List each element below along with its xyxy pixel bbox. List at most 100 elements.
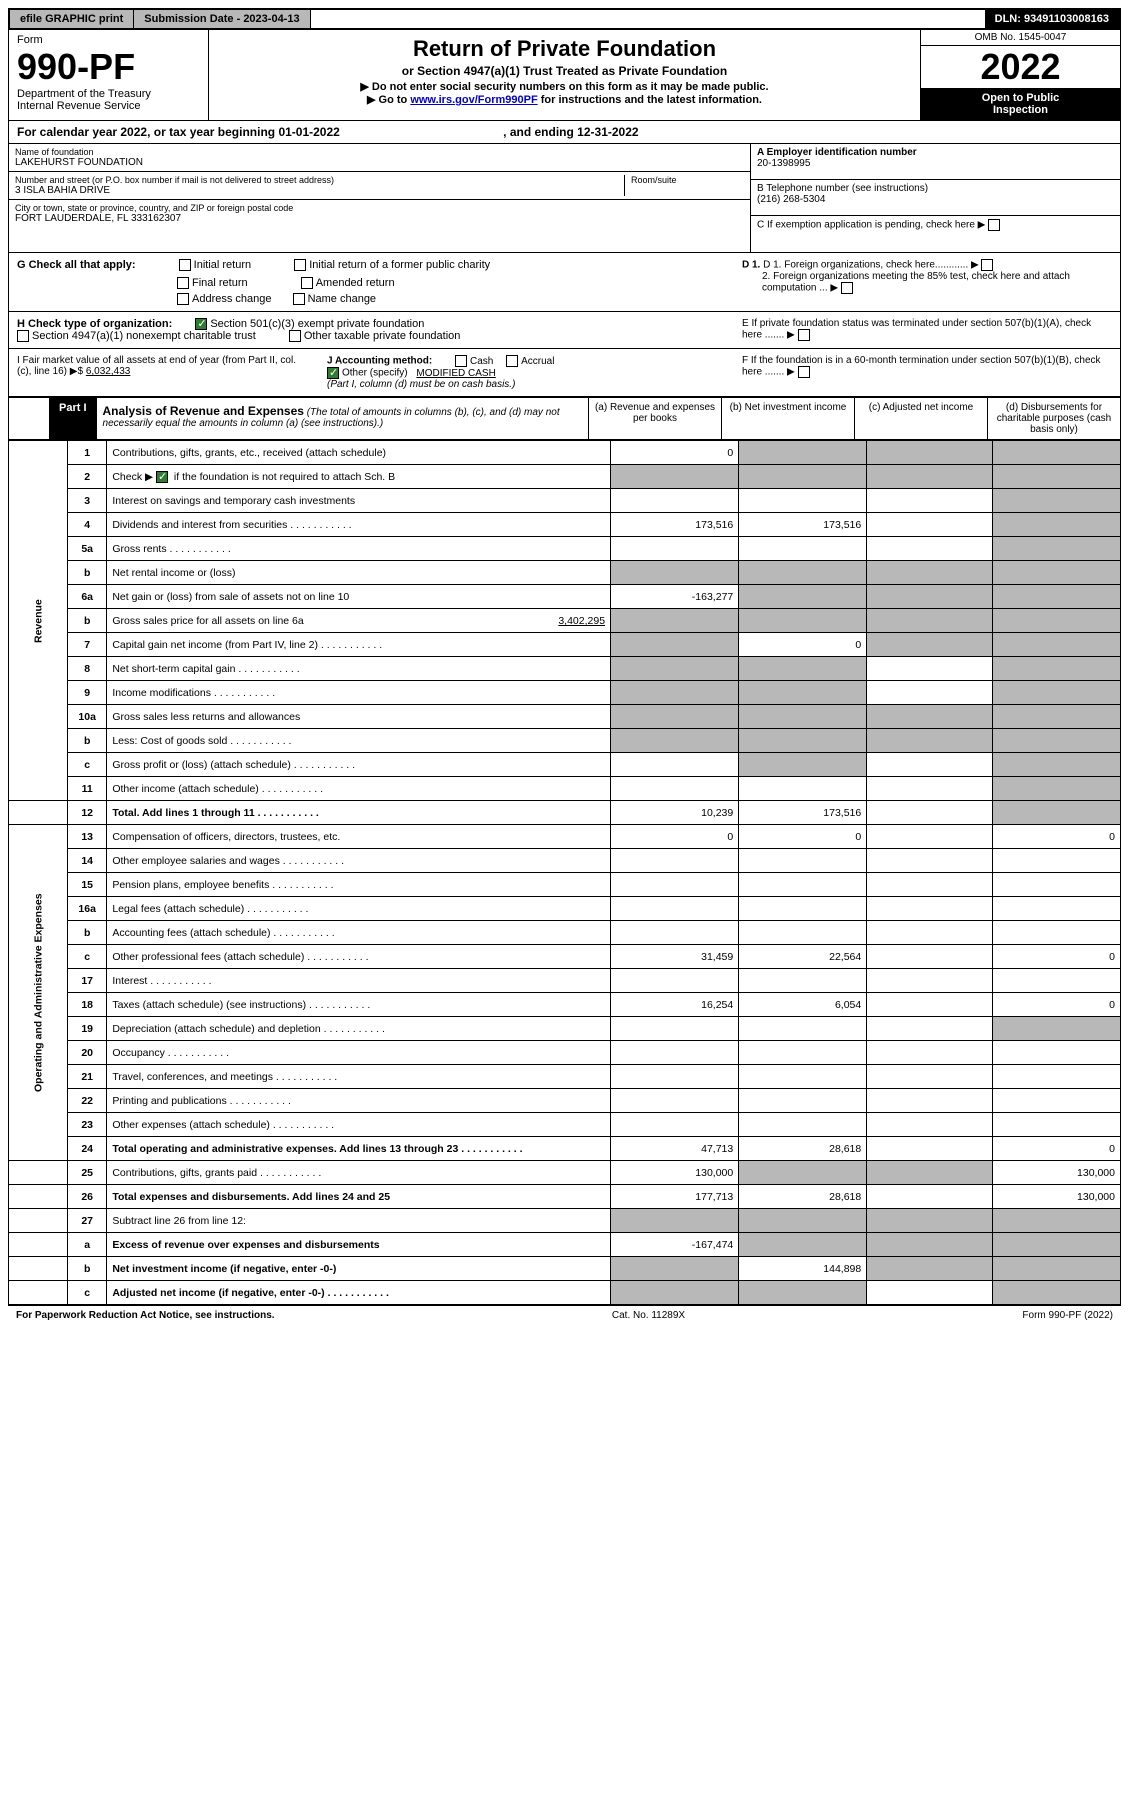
table-row: 12Total. Add lines 1 through 1110,239173… [9, 801, 1121, 825]
form-label: Form [17, 34, 200, 46]
footer-form: Form 990-PF (2022) [1022, 1310, 1113, 1321]
city-label: City or town, state or province, country… [15, 203, 744, 213]
section-h-i-j: H Check type of organization: Section 50… [8, 312, 1121, 349]
addr-label: Number and street (or P.O. box number if… [15, 175, 624, 185]
calendar-year-row: For calendar year 2022, or tax year begi… [8, 121, 1121, 144]
e-cb[interactable] [798, 329, 810, 341]
g-label: G Check all that apply: [17, 259, 136, 271]
section-i-j: I Fair market value of all assets at end… [8, 349, 1121, 397]
revenue-label: Revenue [9, 441, 68, 801]
table-row: 17Interest [9, 969, 1121, 993]
table-row: 27Subtract line 26 from line 12: [9, 1209, 1121, 1233]
page-footer: For Paperwork Reduction Act Notice, see … [8, 1305, 1121, 1325]
c-exemption-label: C If exemption application is pending, c… [757, 220, 975, 231]
dept-treasury: Department of the Treasury [17, 88, 200, 100]
h-other-cb[interactable] [289, 330, 301, 342]
h-501-cb[interactable] [195, 318, 207, 330]
table-row: 18Taxes (attach schedule) (see instructi… [9, 993, 1121, 1017]
open-public-2: Inspection [925, 104, 1116, 116]
h-label: H Check type of organization: [17, 318, 172, 330]
j-other-cb[interactable] [327, 367, 339, 379]
table-row: 25Contributions, gifts, grants paid130,0… [9, 1161, 1121, 1185]
table-row: bNet rental income or (loss) [9, 561, 1121, 585]
col-b: (b) Net investment income [721, 398, 854, 439]
table-row: 19Depreciation (attach schedule) and dep… [9, 1017, 1121, 1041]
g-initial-cb[interactable] [179, 259, 191, 271]
footer-cat: Cat. No. 11289X [612, 1310, 685, 1321]
table-row: 3Interest on savings and temporary cash … [9, 489, 1121, 513]
d1-cb[interactable] [981, 259, 993, 271]
g-amended-cb[interactable] [301, 277, 313, 289]
note-ssn: ▶ Do not enter social security numbers o… [229, 80, 900, 93]
city-state-zip: FORT LAUDERDALE, FL 333162307 [15, 213, 744, 224]
table-row: bNet investment income (if negative, ent… [9, 1257, 1121, 1281]
table-row: cAdjusted net income (if negative, enter… [9, 1281, 1121, 1305]
g-final-cb[interactable] [177, 277, 189, 289]
ein-label: A Employer identification number [757, 147, 1114, 158]
col-c: (c) Adjusted net income [854, 398, 987, 439]
g-addr-cb[interactable] [177, 293, 189, 305]
table-row: 14Other employee salaries and wages [9, 849, 1121, 873]
i-fmv-label: I Fair market value of all assets at end… [17, 355, 296, 377]
d2-cb[interactable] [841, 282, 853, 294]
form-header: Form 990-PF Department of the Treasury I… [8, 30, 1121, 121]
omb-number: OMB No. 1545-0047 [921, 30, 1120, 46]
dept-irs: Internal Revenue Service [17, 100, 200, 112]
phone-label: B Telephone number (see instructions) [757, 183, 1114, 194]
open-public-1: Open to Public [925, 92, 1116, 104]
c-checkbox[interactable] [988, 219, 1000, 231]
g-name-cb[interactable] [293, 293, 305, 305]
table-row: bLess: Cost of goods sold [9, 729, 1121, 753]
i-fmv-value: 6,032,433 [86, 366, 131, 377]
ein-value: 20-1398995 [757, 158, 1114, 169]
form-number: 990-PF [17, 46, 200, 88]
table-row: cOther professional fees (attach schedul… [9, 945, 1121, 969]
expenses-label: Operating and Administrative Expenses [9, 825, 68, 1161]
table-row: aExcess of revenue over expenses and dis… [9, 1233, 1121, 1257]
table-row: 9Income modifications [9, 681, 1121, 705]
irs-link[interactable]: www.irs.gov/Form990PF [410, 94, 537, 106]
table-row: 4Dividends and interest from securities1… [9, 513, 1121, 537]
submission-date: Submission Date - 2023-04-13 [134, 10, 310, 28]
table-row: 21Travel, conferences, and meetings [9, 1065, 1121, 1089]
part1-title: Analysis of Revenue and Expenses [103, 404, 304, 418]
note-goto-a: ▶ Go to [367, 94, 410, 106]
f-cb[interactable] [798, 366, 810, 378]
tax-year: 2022 [921, 46, 1120, 88]
j-cash-cb[interactable] [455, 355, 467, 367]
l2-cb[interactable] [156, 471, 168, 483]
table-row: 22Printing and publications [9, 1089, 1121, 1113]
table-row: 24Total operating and administrative exp… [9, 1137, 1121, 1161]
table-row: Operating and Administrative Expenses 13… [9, 825, 1121, 849]
g-initial-former-cb[interactable] [294, 259, 306, 271]
table-row: 6aNet gain or (loss) from sale of assets… [9, 585, 1121, 609]
foundation-name: LAKEHURST FOUNDATION [15, 157, 744, 168]
part1-label: Part I [49, 398, 97, 439]
analysis-table: Revenue 1Contributions, gifts, grants, e… [8, 440, 1121, 1305]
part1-header: Part I Analysis of Revenue and Expenses … [8, 397, 1121, 440]
table-row: 5aGross rents [9, 537, 1121, 561]
top-bar: efile GRAPHIC print Submission Date - 20… [8, 8, 1121, 30]
table-row: bAccounting fees (attach schedule) [9, 921, 1121, 945]
street-address: 3 ISLA BAHIA DRIVE [15, 185, 624, 196]
entity-info: Name of foundation LAKEHURST FOUNDATION … [8, 144, 1121, 253]
table-row: bGross sales price for all assets on lin… [9, 609, 1121, 633]
phone-value: (216) 268-5304 [757, 194, 1114, 205]
table-row: 8Net short-term capital gain [9, 657, 1121, 681]
j-note: (Part I, column (d) must be on cash basi… [327, 379, 712, 390]
table-row: 10aGross sales less returns and allowanc… [9, 705, 1121, 729]
room-label: Room/suite [631, 175, 744, 185]
col-a: (a) Revenue and expenses per books [588, 398, 721, 439]
form-title: Return of Private Foundation [229, 36, 900, 62]
j-other-value: MODIFIED CASH [416, 368, 495, 379]
j-accrual-cb[interactable] [506, 355, 518, 367]
note-goto-b: for instructions and the latest informat… [538, 94, 762, 106]
table-row: 23Other expenses (attach schedule) [9, 1113, 1121, 1137]
h-4947-cb[interactable] [17, 330, 29, 342]
efile-label[interactable]: efile GRAPHIC print [10, 10, 134, 28]
table-row: 11Other income (attach schedule) [9, 777, 1121, 801]
table-row: cGross profit or (loss) (attach schedule… [9, 753, 1121, 777]
table-row: 15Pension plans, employee benefits [9, 873, 1121, 897]
name-label: Name of foundation [15, 147, 744, 157]
form-subtitle: or Section 4947(a)(1) Trust Treated as P… [229, 64, 900, 78]
